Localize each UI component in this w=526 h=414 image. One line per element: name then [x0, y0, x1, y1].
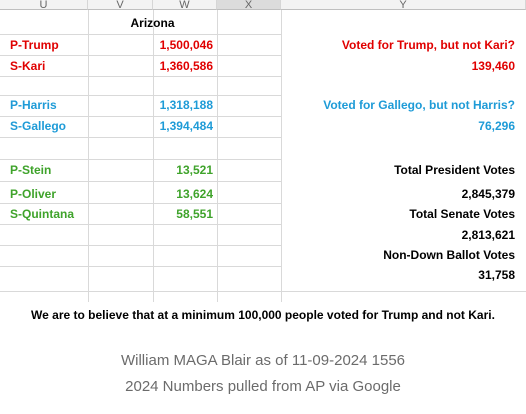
label-total-president[interactable]: Total President Votes — [394, 163, 515, 177]
gridline-h — [0, 203, 281, 204]
gridline-v — [153, 10, 154, 302]
label-trump-not-kari[interactable]: Voted for Trump, but not Kari? — [341, 38, 515, 52]
state-header[interactable]: Arizona — [130, 16, 175, 30]
value-p-oliver[interactable]: 13,624 — [176, 187, 213, 201]
value-s-kari[interactable]: 1,360,586 — [159, 59, 213, 73]
value-p-harris[interactable]: 1,318,188 — [159, 98, 213, 112]
value-total-senate[interactable]: 2,813,621 — [461, 228, 515, 242]
gridline-h — [0, 95, 281, 96]
value-s-quintana[interactable]: 58,551 — [176, 207, 213, 221]
label-p-oliver[interactable]: P-Oliver — [10, 187, 57, 201]
value-non-down-ballot[interactable]: 31,758 — [478, 268, 515, 282]
label-p-stein[interactable]: P-Stein — [10, 163, 52, 177]
label-total-senate[interactable]: Total Senate Votes — [409, 207, 515, 221]
value-trump-not-kari[interactable]: 139,460 — [471, 59, 515, 73]
value-gallego-not-harris[interactable]: 76,296 — [478, 119, 515, 133]
column-header-y[interactable]: Y — [281, 0, 526, 10]
gridline-v — [217, 10, 218, 302]
label-s-gallego[interactable]: S-Gallego — [10, 119, 67, 133]
column-header-v[interactable]: V — [88, 0, 153, 10]
gridline-h — [0, 55, 281, 56]
label-gallego-not-harris[interactable]: Voted for Gallego, but not Harris? — [323, 98, 515, 112]
gridline-h — [0, 181, 281, 182]
value-p-stein[interactable]: 13,521 — [176, 163, 213, 177]
gridline-h — [0, 76, 281, 77]
gridline-h — [0, 137, 281, 138]
gridline-h — [0, 291, 526, 292]
value-s-gallego[interactable]: 1,394,484 — [159, 119, 213, 133]
gridline-v — [88, 10, 89, 302]
gridline-h — [0, 245, 281, 246]
gridline-v — [281, 10, 282, 302]
gridline-h — [0, 266, 281, 267]
value-p-trump[interactable]: 1,500,046 — [159, 38, 213, 52]
label-s-kari[interactable]: S-Kari — [10, 59, 46, 73]
value-total-president[interactable]: 2,845,379 — [461, 187, 515, 201]
gridline-h — [0, 159, 281, 160]
label-non-down-ballot[interactable]: Non-Down Ballot Votes — [383, 248, 515, 262]
gridline-h — [0, 34, 281, 35]
footer-line-1: William MAGA Blair as of 11-09-2024 1556 — [120, 352, 406, 369]
column-header-w[interactable]: W — [153, 0, 217, 10]
footer-caption: William MAGA Blair as of 11-09-2024 1556… — [0, 337, 526, 414]
label-p-harris[interactable]: P-Harris — [10, 98, 57, 112]
label-p-trump[interactable]: P-Trump — [10, 38, 59, 52]
gridline-h — [0, 116, 281, 117]
note-text[interactable]: We are to believe that at a minimum 100,… — [31, 308, 495, 322]
gridline-h — [0, 224, 281, 225]
label-s-quintana[interactable]: S-Quintana — [10, 207, 75, 221]
footer-line-2: 2024 Numbers pulled from AP via Google — [125, 378, 401, 395]
column-header-u[interactable]: U — [0, 0, 88, 10]
column-header-x[interactable]: X — [217, 0, 281, 10]
